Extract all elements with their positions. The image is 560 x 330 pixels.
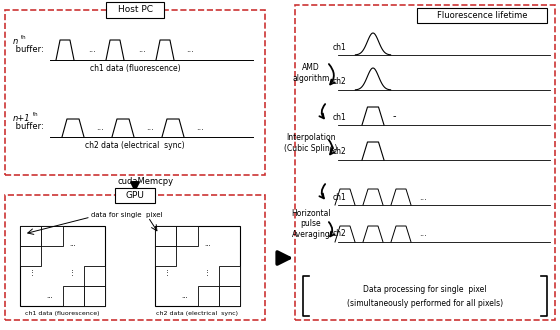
Text: ...: ... [186, 46, 194, 54]
Text: n+1: n+1 [13, 114, 31, 123]
Text: ⋮: ⋮ [204, 269, 211, 276]
Text: AMD
algorithm: AMD algorithm [292, 63, 330, 83]
Text: ...: ... [196, 123, 204, 133]
Bar [417, 8, 547, 23]
Text: th: th [21, 35, 27, 40]
Text: n: n [13, 37, 18, 46]
Bar [219, 286, 240, 306]
Text: GPU: GPU [125, 190, 144, 200]
Text: ...: ... [204, 241, 211, 247]
Text: ...: ... [419, 229, 427, 239]
Text: ch1 data (fluorescence): ch1 data (fluorescence) [25, 312, 100, 316]
Text: Host PC: Host PC [118, 6, 152, 15]
Bar [176, 226, 198, 246]
Text: cudaMemcpy: cudaMemcpy [117, 178, 173, 186]
Bar [115, 187, 155, 203]
Text: ...: ... [88, 46, 96, 54]
Text: ch1 data (fluorescence): ch1 data (fluorescence) [90, 64, 180, 74]
Bar [84, 286, 105, 306]
Text: Fluorescence lifetime: Fluorescence lifetime [437, 11, 528, 20]
Text: buffer:: buffer: [13, 45, 44, 54]
Text: (simultaneously performed for all pixels): (simultaneously performed for all pixels… [347, 299, 503, 308]
Text: buffer:: buffer: [13, 122, 44, 131]
Text: ...: ... [138, 46, 146, 54]
Bar [20, 226, 105, 306]
Bar [63, 286, 84, 306]
Text: ch2 data (electrical  sync): ch2 data (electrical sync) [85, 142, 185, 150]
Text: ch2: ch2 [333, 78, 347, 86]
Text: ...: ... [181, 293, 188, 299]
Text: ch2: ch2 [333, 148, 347, 156]
Text: ...: ... [419, 192, 427, 202]
Text: ch1: ch1 [333, 192, 347, 202]
Text: ...: ... [96, 123, 104, 133]
Text: Horizontal
pulse
Averaging: Horizontal pulse Averaging [291, 209, 331, 239]
Text: ch2 data (electrical  sync): ch2 data (electrical sync) [156, 312, 239, 316]
Bar [5, 195, 265, 320]
Bar [5, 10, 265, 175]
Text: data for single  pixel: data for single pixel [91, 212, 163, 218]
Text: Interpolation
(Cubic Spline): Interpolation (Cubic Spline) [284, 133, 338, 153]
Text: ⋮: ⋮ [29, 269, 36, 276]
Text: Data processing for single  pixel: Data processing for single pixel [363, 284, 487, 293]
Bar [295, 5, 555, 320]
Text: ...: ... [46, 293, 53, 299]
Text: ...: ... [146, 123, 154, 133]
Bar [155, 226, 240, 306]
Text: -: - [393, 111, 396, 121]
Text: th: th [33, 112, 39, 117]
Bar [20, 246, 41, 266]
Text: ch1: ch1 [333, 43, 347, 51]
Text: ch2: ch2 [333, 229, 347, 239]
Text: ⋮: ⋮ [164, 269, 171, 276]
Bar [198, 286, 219, 306]
Bar [84, 266, 105, 286]
Text: ch1: ch1 [333, 113, 347, 121]
Bar [41, 226, 63, 246]
Text: ⋮: ⋮ [69, 269, 76, 276]
Bar [155, 246, 176, 266]
Bar [106, 2, 164, 18]
Text: ...: ... [69, 241, 76, 247]
Bar [219, 266, 240, 286]
Bar [20, 226, 41, 246]
Bar [155, 226, 176, 246]
